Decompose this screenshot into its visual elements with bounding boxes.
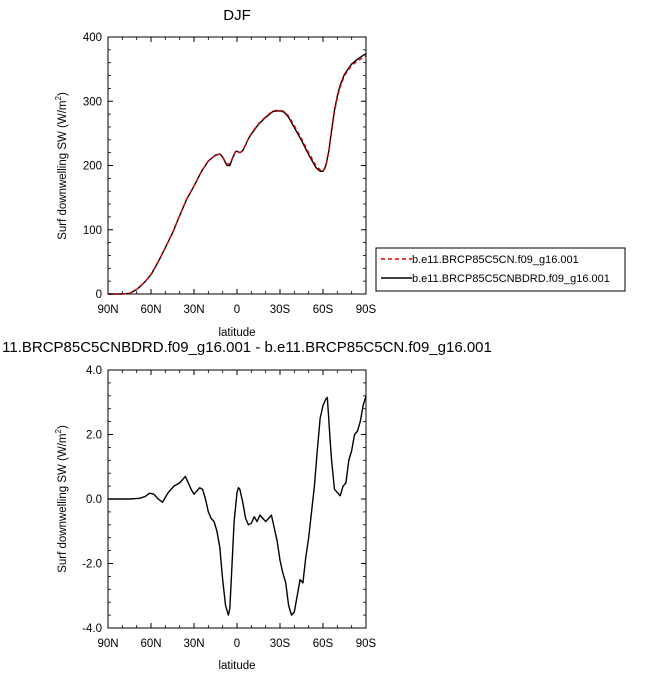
- top-series-line-1: [108, 55, 367, 295]
- bottom-series-line-1: [108, 395, 367, 616]
- top-x-tick-label: 30S: [270, 304, 291, 316]
- top-x-tick-label: 30N: [183, 304, 204, 316]
- top-y-axis: 0 100 200 300 400: [83, 32, 366, 301]
- top-x-axis: 90N 60N 30N 0 30S 60S 90S: [97, 37, 377, 316]
- bottom-y-tick-label: 2.0: [86, 430, 102, 442]
- top-plot-area: [107, 36, 367, 295]
- top-series-line-2: [108, 53, 367, 295]
- top-x-tick-label: 90S: [356, 304, 377, 316]
- top-x-tick-label: 60S: [313, 304, 334, 316]
- top-x-tick-label: 60N: [140, 304, 161, 316]
- bottom-x-tick-label: 60S: [313, 638, 334, 650]
- top-plot-frame: [107, 36, 367, 295]
- legend: b.e11.BRCP85C5CN.f09_g16.001 b.e11.BRCP8…: [375, 247, 626, 292]
- bottom-y-tick-label: 4.0: [86, 365, 102, 377]
- bottom-y-tick-label: 0.0: [86, 494, 102, 506]
- bottom-y-axis: -4.0 -2.0 0.0 2.0 4.0: [82, 365, 366, 635]
- legend-label-series-2: b.e11.BRCP85C5CNBDRD.f09_g16.001: [412, 273, 610, 285]
- bottom-x-tick-label: 90N: [97, 638, 118, 650]
- bottom-x-axis-label: latitude: [218, 660, 255, 672]
- legend-label-series-1: b.e11.BRCP85C5CN.f09_g16.001: [412, 254, 579, 266]
- top-y-tick-label: 400: [83, 32, 102, 44]
- top-series-group: [108, 53, 367, 295]
- bottom-y-axis-label: Surf downwelling SW (W/m2): [54, 425, 69, 573]
- bottom-panel: 11.BRCP85C5CNBDRD.f09_g16.001 - b.e11.BR…: [2, 339, 492, 672]
- top-x-tick-label: 90N: [97, 304, 118, 316]
- top-y-tick-label: 100: [83, 225, 102, 237]
- bottom-x-tick-label: 30N: [183, 638, 204, 650]
- bottom-x-tick-label: 60N: [140, 638, 161, 650]
- bottom-y-tick-label: -2.0: [82, 559, 102, 571]
- top-y-tick-label: 0: [96, 289, 102, 301]
- bottom-chart-title: 11.BRCP85C5CNBDRD.f09_g16.001 - b.e11.BR…: [2, 339, 492, 356]
- bottom-x-tick-label: 30S: [270, 638, 291, 650]
- top-chart-title: DJF: [223, 7, 251, 24]
- legend-box: [375, 247, 626, 292]
- top-y-tick-label: 300: [83, 96, 102, 108]
- top-y-axis-label: Surf downwelling SW (W/m2): [54, 92, 69, 240]
- top-panel: DJF 90N 60N 30N 0 30S 60S 90S 0 100 200 300 400 la…: [54, 7, 377, 339]
- top-x-axis-label: latitude: [218, 327, 255, 339]
- top-y-tick-label: 200: [83, 161, 102, 173]
- bottom-x-tick-label: 0: [234, 638, 240, 650]
- bottom-y-tick-label: -4.0: [82, 623, 102, 635]
- bottom-x-tick-label: 90S: [356, 638, 377, 650]
- bottom-x-axis: 90N 60N 30N 0 30S 60S 90S: [97, 370, 377, 650]
- bottom-series-group: [108, 395, 367, 616]
- top-x-tick-label: 0: [234, 304, 240, 316]
